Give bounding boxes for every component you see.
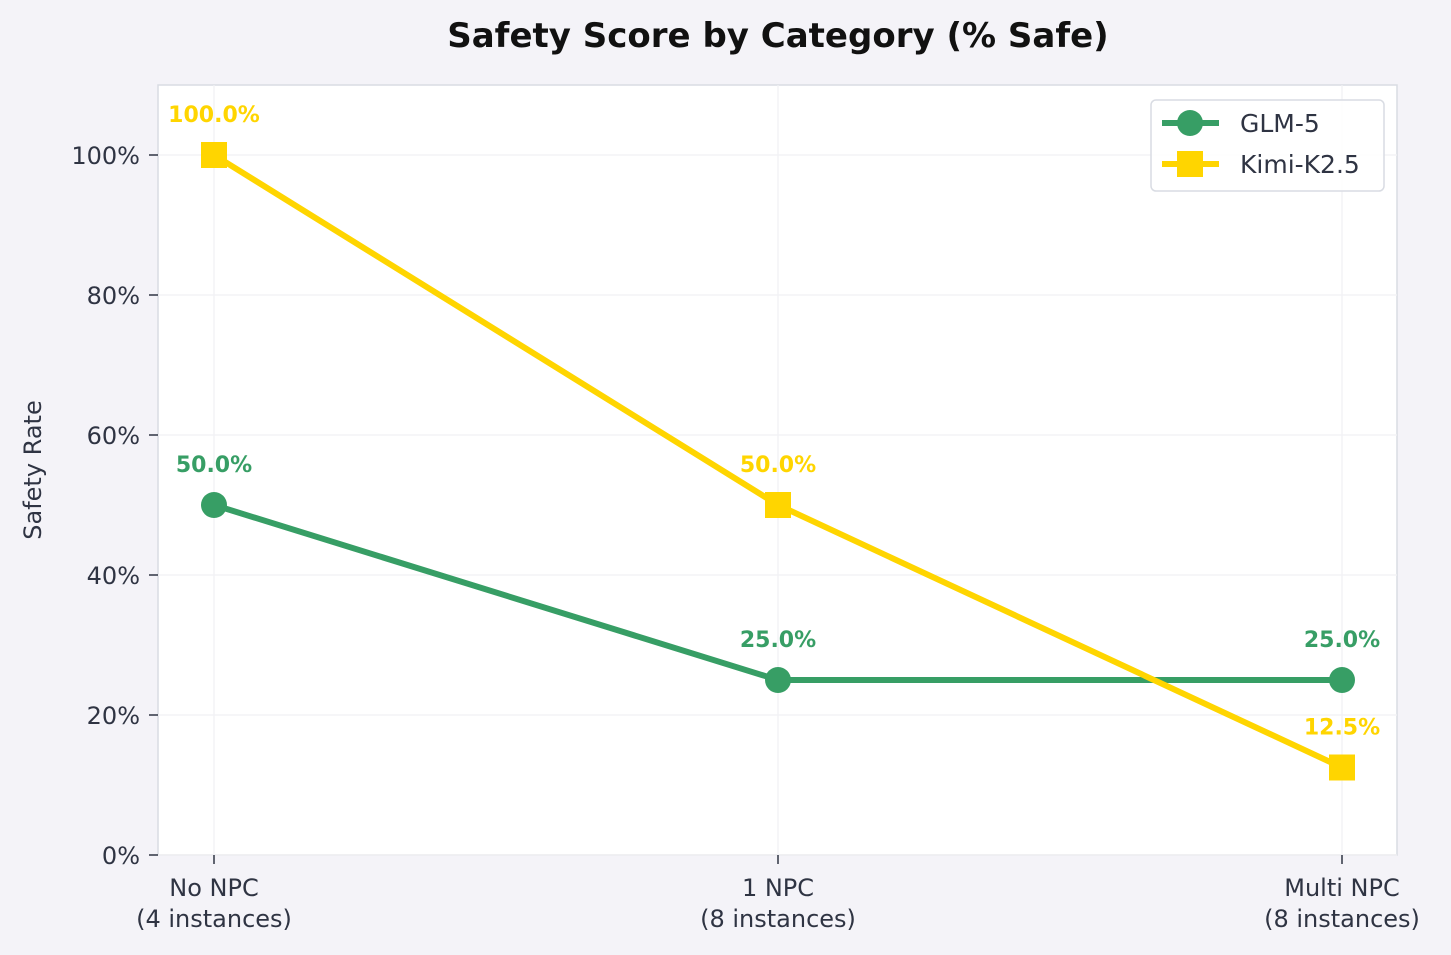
legend-label: GLM-5 bbox=[1240, 109, 1320, 138]
x-axis: No NPC (4 instances) 1 NPC (8 instances) Mul… bbox=[136, 855, 1420, 933]
x-tick-label: 1 NPC (8 instances) bbox=[700, 874, 856, 933]
y-axis: 0% 20% 40% 60% 80% 100% bbox=[71, 142, 158, 870]
legend-items: GLM-5 Kimi-K2.5 bbox=[1162, 109, 1360, 179]
data-label: 25.0% bbox=[740, 628, 816, 653]
data-point bbox=[765, 492, 791, 518]
y-tick-label: 20% bbox=[87, 702, 140, 730]
legend: GLM-5 Kimi-K2.5 bbox=[1150, 99, 1385, 192]
series-layer bbox=[201, 142, 1355, 781]
legend-label: Kimi-K2.5 bbox=[1240, 150, 1360, 179]
y-tick-label: 0% bbox=[102, 842, 140, 870]
y-tick-label: 80% bbox=[87, 282, 140, 310]
data-point bbox=[201, 142, 227, 168]
y-tick-label: 100% bbox=[71, 142, 140, 170]
x-tick-label: No NPC (4 instances) bbox=[136, 874, 292, 933]
data-point bbox=[1329, 667, 1355, 693]
legend-marker bbox=[1177, 110, 1203, 136]
legend-marker bbox=[1177, 151, 1203, 177]
data-point bbox=[201, 492, 227, 518]
data-label: 50.0% bbox=[176, 453, 252, 478]
y-tick-label: 60% bbox=[87, 422, 140, 450]
data-point bbox=[1329, 754, 1355, 781]
data-label: 12.5% bbox=[1304, 716, 1380, 741]
y-axis-label: Safety Rate bbox=[19, 400, 47, 539]
data-labels: 50.0% 25.0% 25.0% 100.0% 50.0% 12.5% bbox=[168, 103, 1380, 741]
data-label: 50.0% bbox=[740, 453, 816, 478]
x-tick-label: Multi NPC (8 instances) bbox=[1264, 874, 1420, 933]
data-point bbox=[765, 667, 791, 693]
chart-title: Safety Score by Category (% Safe) bbox=[447, 16, 1108, 56]
data-label: 25.0% bbox=[1304, 628, 1380, 653]
data-label: 100.0% bbox=[168, 103, 260, 128]
y-tick-label: 40% bbox=[87, 562, 140, 590]
